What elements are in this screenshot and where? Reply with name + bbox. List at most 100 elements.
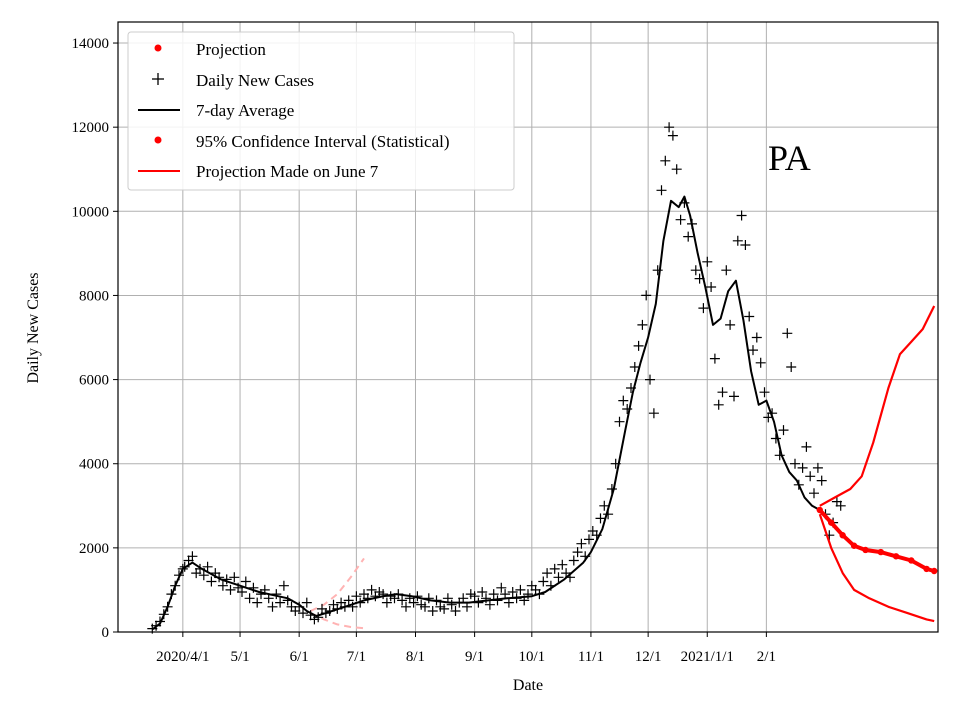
legend-projection-label: Projection: [196, 40, 266, 59]
daily-case-point: [229, 572, 240, 583]
daily-case-point: [584, 534, 594, 545]
seven-day-average-path: [151, 195, 821, 631]
daily-case-point: [782, 328, 793, 339]
daily-case-point: [637, 319, 648, 330]
daily-case-point: [671, 164, 682, 175]
daily-case-point: [553, 572, 564, 583]
daily-case-point: [599, 500, 610, 511]
daily-case-point: [652, 265, 663, 276]
x-tick-label: 5/1: [230, 649, 249, 665]
x-tick-label: 12/1: [635, 649, 662, 665]
june7-projection-band: [310, 557, 365, 630]
ci-lower-line: [818, 513, 935, 623]
daily-case-point: [378, 589, 389, 600]
y-tick-label: 6000: [79, 373, 109, 389]
daily-case-point: [648, 408, 659, 419]
y-tick-label: 4000: [79, 457, 109, 473]
daily-case-point: [496, 582, 507, 593]
daily-case-point: [313, 612, 324, 623]
daily-case-point: [683, 231, 694, 242]
x-tick-label: 9/1: [465, 649, 484, 665]
daily-case-point: [667, 130, 678, 141]
daily-case-point: [278, 580, 289, 591]
daily-case-point: [427, 606, 438, 616]
projection-point: [908, 557, 915, 564]
daily-case-point: [267, 601, 278, 612]
daily-case-point: [797, 462, 808, 473]
daily-case-point: [202, 561, 213, 572]
y-tick-label: 8000: [79, 288, 109, 304]
legend-seven-day-label: 7-day Average: [196, 101, 294, 120]
daily-case-point: [702, 256, 713, 267]
daily-case-point: [381, 597, 392, 608]
daily-case-point: [397, 595, 408, 606]
daily-case-point: [275, 597, 286, 608]
daily-case-point: [488, 589, 499, 600]
daily-case-point: [408, 597, 419, 608]
daily-case-point: [729, 391, 739, 402]
daily-case-point: [420, 601, 430, 612]
legend-daily-cases-label: Daily New Cases: [196, 71, 314, 90]
y-tick-label: 2000: [79, 541, 109, 557]
daily-case-point: [675, 214, 686, 225]
daily-case-point: [572, 547, 583, 558]
daily-case-point: [225, 584, 236, 595]
projection-point: [877, 548, 884, 556]
ci-upper-line: [819, 305, 936, 507]
legend-projection-marker: [154, 44, 162, 52]
daily-case-point: [298, 608, 308, 619]
projection-point: [839, 532, 846, 539]
daily-case-point: [477, 587, 488, 597]
daily-case-point: [401, 601, 411, 612]
x-tick-label: 2021/1/1: [681, 649, 734, 665]
daily-case-point: [812, 462, 823, 473]
daily-case-point: [736, 210, 747, 221]
y-axis-ticks: 0 2000 4000 6000 8000 10000 12000 14000: [72, 36, 118, 641]
daily-case-point: [774, 450, 785, 461]
daily-case-point: [366, 584, 377, 595]
daily-case-point: [484, 599, 495, 610]
daily-case-point: [542, 568, 553, 579]
daily-case-point: [732, 235, 743, 246]
daily-case-point: [446, 599, 457, 610]
daily-case-point: [198, 570, 209, 581]
daily-case-point: [713, 399, 724, 410]
daily-case-point: [500, 589, 511, 600]
legend-june7-label: Projection Made on June 7: [196, 162, 379, 181]
daily-case-point: [557, 559, 568, 570]
daily-case-point: [790, 458, 800, 469]
daily-case-point: [633, 340, 644, 351]
region-label: PA: [768, 138, 811, 178]
projection-lines: [816, 305, 938, 623]
daily-case-point: [645, 374, 655, 385]
daily-case-point: [538, 576, 549, 587]
legend-ci-marker: [154, 136, 162, 144]
daily-case-point: [217, 580, 228, 591]
y-tick-label: 12000: [72, 120, 110, 136]
daily-case-point: [816, 475, 827, 486]
daily-case-point: [507, 587, 518, 597]
x-tick-label: 10/1: [518, 649, 545, 665]
daily-case-point: [690, 265, 701, 276]
daily-case-point: [809, 488, 819, 499]
daily-case-point: [439, 603, 450, 614]
daily-case-point: [759, 387, 770, 398]
legend-box: [127, 31, 515, 191]
projection-line: [817, 508, 937, 573]
projection-point: [828, 519, 835, 526]
daily-case-point: [656, 185, 667, 196]
daily-case-point: [618, 395, 629, 406]
daily-case-point: [698, 303, 709, 314]
daily-case-point: [755, 357, 766, 368]
daily-case-point: [725, 319, 736, 330]
legend-daily-cases-marker: [152, 73, 164, 85]
daily-case-point: [206, 576, 217, 587]
daily-case-point: [835, 500, 846, 511]
daily-case-point: [805, 471, 816, 482]
projection-point: [892, 553, 900, 560]
daily-case-point: [614, 416, 625, 427]
y-tick-label: 14000: [72, 36, 110, 52]
projection-point: [930, 567, 938, 575]
daily-case-point: [770, 433, 781, 444]
